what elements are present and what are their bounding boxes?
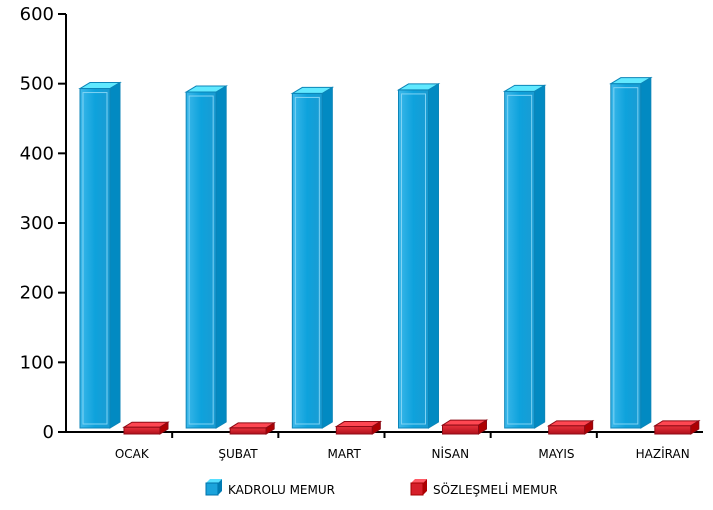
bar-front-face	[291, 92, 323, 429]
bar-side-face	[109, 81, 121, 429]
bar-side-face	[428, 83, 439, 429]
bar-front-face	[79, 88, 111, 429]
bar-sozlesmeli-2	[228, 422, 276, 435]
bar-front-highlight	[82, 92, 108, 425]
bar-sozlesmeli-5	[546, 419, 595, 435]
bar-sozlesmeli-1	[122, 421, 170, 435]
y-tick-label: 300	[20, 213, 54, 234]
x-tick-label: ŞUBAT	[218, 447, 258, 461]
legend-swatch-top	[206, 479, 222, 483]
bar-front-face	[123, 426, 161, 435]
x-tick-label: MAYIS	[538, 447, 574, 461]
legend-item-2: SÖZLEŞMELİ MEMUR	[410, 479, 558, 497]
bar-front-highlight	[613, 87, 639, 425]
x-tick-label: NİSAN	[432, 446, 470, 461]
y-tick-label: 500	[20, 74, 54, 95]
x-tick-label: OCAK	[115, 447, 150, 461]
bar-front-highlight	[294, 96, 320, 425]
legend-swatch-icon	[205, 482, 219, 496]
bar-kadrolu-2	[184, 85, 228, 429]
bar-side-face	[215, 85, 227, 429]
legend-swatch-icon	[410, 482, 424, 496]
bar-side-face	[640, 76, 652, 429]
legend-label: SÖZLEŞMELİ MEMUR	[433, 481, 558, 497]
legend-swatch-side	[218, 479, 222, 495]
bar-front-face	[610, 83, 642, 429]
bar-front-face	[442, 424, 479, 435]
bar-front-face	[185, 91, 217, 429]
bar-kadrolu-1	[78, 81, 122, 429]
bar-side-face	[690, 419, 700, 435]
x-tick-label: MART	[327, 447, 361, 461]
bar-sozlesmeli-4	[440, 419, 489, 435]
bar-side-face	[321, 86, 333, 429]
bar-front-highlight	[401, 93, 426, 425]
bar-kadrolu-4	[396, 83, 441, 429]
legend-swatch-top	[411, 479, 427, 483]
bar-front-face	[504, 90, 536, 429]
bar-front-face	[229, 427, 267, 435]
bar-front-highlight	[188, 95, 214, 425]
bar-side-face	[478, 419, 487, 435]
bar-sozlesmeli-6	[653, 419, 701, 435]
y-tick-label: 400	[20, 143, 54, 164]
bar-sozlesmeli-3	[334, 420, 383, 435]
bar-side-face	[584, 419, 594, 435]
legend-item-1: KADROLU MEMUR	[205, 479, 335, 497]
y-tick-label: 0	[43, 422, 54, 443]
bar-side-face	[265, 422, 275, 435]
y-tick-label: 600	[20, 4, 54, 25]
bar-kadrolu-3	[290, 86, 335, 429]
bar-side-face	[371, 420, 381, 435]
bar-front-face	[335, 426, 373, 435]
bar-side-face	[159, 421, 169, 435]
bar-side-face	[534, 84, 546, 429]
bar-front-face	[398, 89, 429, 429]
bar-front-face	[548, 425, 586, 435]
bar-kadrolu-6	[609, 76, 653, 429]
y-tick-label: 100	[20, 352, 54, 373]
bar-front-face	[654, 425, 692, 435]
bar-front-highlight	[507, 94, 533, 425]
x-tick-label: HAZİRAN	[636, 446, 690, 461]
legend-swatch-side	[423, 479, 427, 495]
legend-label: KADROLU MEMUR	[228, 483, 335, 497]
bar-kadrolu-5	[502, 84, 547, 429]
y-tick-label: 200	[20, 283, 54, 304]
